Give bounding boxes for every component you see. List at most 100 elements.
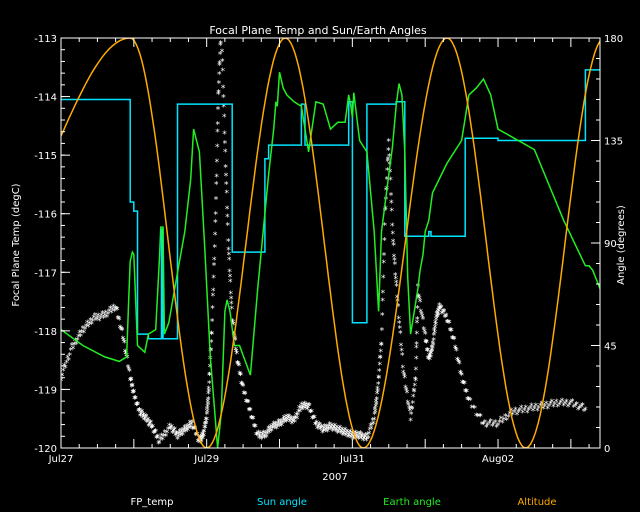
fp-temp-point: *: [443, 314, 448, 324]
y-left-tick-label: -113: [34, 34, 57, 45]
fp-temp-point: *: [317, 420, 322, 430]
fp-temp-point: *: [502, 416, 507, 426]
fp-temp-point: *: [186, 425, 191, 435]
fp-temp-point: *: [273, 422, 278, 432]
fp-temp-point: *: [430, 344, 435, 354]
fp-temp-point: *: [210, 330, 215, 340]
fp-temp-point: *: [240, 381, 245, 391]
fp-temp-point: *: [101, 315, 106, 325]
fp-temp-point: *: [493, 419, 498, 429]
fp-temp-point: *: [426, 355, 431, 365]
fp-temp-point: *: [418, 298, 423, 308]
fp-temp-point: *: [156, 440, 161, 450]
plot-area: ****************************************…: [61, 38, 600, 450]
fp-temp-point: *: [459, 370, 464, 380]
fp-temp-point: *: [290, 418, 295, 428]
fp-temp-point: *: [203, 420, 208, 430]
fp-temp-point: *: [165, 429, 170, 439]
fp-temp-point: *: [451, 335, 456, 345]
fp-temp-point: *: [301, 404, 306, 414]
fp-temp-point: *: [525, 409, 530, 419]
fp-temp-point: *: [341, 430, 346, 440]
fp-temp-point: *: [78, 333, 83, 343]
fp-temp-point: *: [317, 422, 322, 432]
fp-temp-point: *: [423, 338, 428, 348]
fp-temp-point: *: [386, 147, 391, 157]
fp-temp-point: *: [132, 395, 137, 405]
y-axis-left-label: Focal Plane Temp (degC): [11, 183, 22, 306]
fp-temp-point: *: [438, 305, 443, 315]
fp-temp-point: *: [211, 292, 216, 302]
fp-temp-point: *: [166, 425, 171, 435]
fp-temp-point: *: [254, 431, 259, 441]
fp-temp-point: *: [145, 417, 150, 427]
fp-temp-point: *: [240, 381, 245, 391]
fp-temp-point: *: [265, 431, 270, 441]
fp-temp-point: *: [203, 420, 208, 430]
fp-temp-point: *: [220, 57, 225, 67]
fp-temp-point: *: [140, 408, 145, 418]
fp-temp-point: *: [160, 436, 165, 446]
fp-temp-point: *: [232, 335, 237, 345]
fp-temp-point: *: [149, 425, 154, 435]
fp-temp-point: *: [382, 237, 387, 247]
fp-temp-point: *: [567, 401, 572, 411]
fp-temp-point: *: [272, 425, 277, 435]
fp-temp-point: *: [202, 424, 207, 434]
fp-temp-point: *: [225, 213, 230, 223]
fp-temp-point: *: [363, 432, 368, 442]
fp-temp-point: *: [188, 424, 193, 434]
fp-temp-point: *: [314, 421, 319, 431]
fp-temp-point: *: [362, 435, 367, 445]
fp-temp-point: *: [425, 347, 430, 357]
fp-temp-point: *: [471, 404, 476, 414]
fp-temp-point: *: [444, 312, 449, 322]
fp-temp-point: *: [424, 339, 429, 349]
fp-temp-point: *: [364, 437, 369, 447]
fp-temp-point: *: [398, 330, 403, 340]
fp-temp-point: *: [263, 432, 268, 442]
fp-temp-point: *: [576, 406, 581, 416]
fp-temp-point: *: [425, 347, 430, 357]
fp-temp-point: *: [161, 432, 166, 442]
fp-temp-point: *: [327, 423, 332, 433]
fp-temp-point: *: [338, 430, 343, 440]
fp-temp-point: *: [237, 370, 242, 380]
fp-temp-point: *: [319, 425, 324, 435]
fp-temp-point: *: [432, 327, 437, 337]
fp-temp-point: *: [496, 422, 501, 432]
fp-temp-point: *: [392, 257, 397, 267]
fp-temp-point: *: [257, 434, 262, 444]
fp-temp-point: *: [130, 383, 135, 393]
fp-temp-point: *: [153, 428, 158, 438]
fp-temp-point: *: [62, 362, 67, 372]
fp-temp-point: *: [177, 427, 182, 437]
fp-temp-point: *: [133, 395, 138, 405]
fp-temp-point: *: [415, 315, 420, 325]
fp-temp-point: *: [277, 418, 282, 428]
fp-temp-point: *: [172, 426, 177, 436]
fp-temp-point: *: [221, 94, 226, 104]
fp-temp-point: *: [235, 350, 240, 360]
fp-temp-point: *: [462, 380, 467, 390]
fp-temp-point: *: [269, 423, 274, 433]
fp-temp-point: *: [369, 425, 374, 435]
fp-temp-point: *: [214, 196, 219, 206]
fp-temp-point: *: [224, 181, 229, 191]
fp-temp-point: *: [301, 402, 306, 412]
fp-temp-point: *: [311, 415, 316, 425]
fp-temp-point: *: [351, 435, 356, 445]
series-group: ****************************************…: [61, 38, 600, 450]
fp-temp-point: *: [185, 423, 190, 433]
fp-temp-point: *: [313, 421, 318, 431]
fp-temp-point: *: [260, 433, 265, 443]
fp-temp-point: *: [73, 337, 78, 347]
fp-temp-point: *: [136, 400, 141, 410]
fp-temp-point: *: [417, 295, 422, 305]
fp-temp-point: *: [269, 428, 274, 438]
fp-temp-point: *: [242, 390, 247, 400]
fp-temp-point: *: [213, 218, 218, 228]
fp-temp-point: *: [202, 432, 207, 442]
fp-temp-point: *: [123, 348, 128, 358]
fp-temp-point: *: [136, 408, 141, 418]
